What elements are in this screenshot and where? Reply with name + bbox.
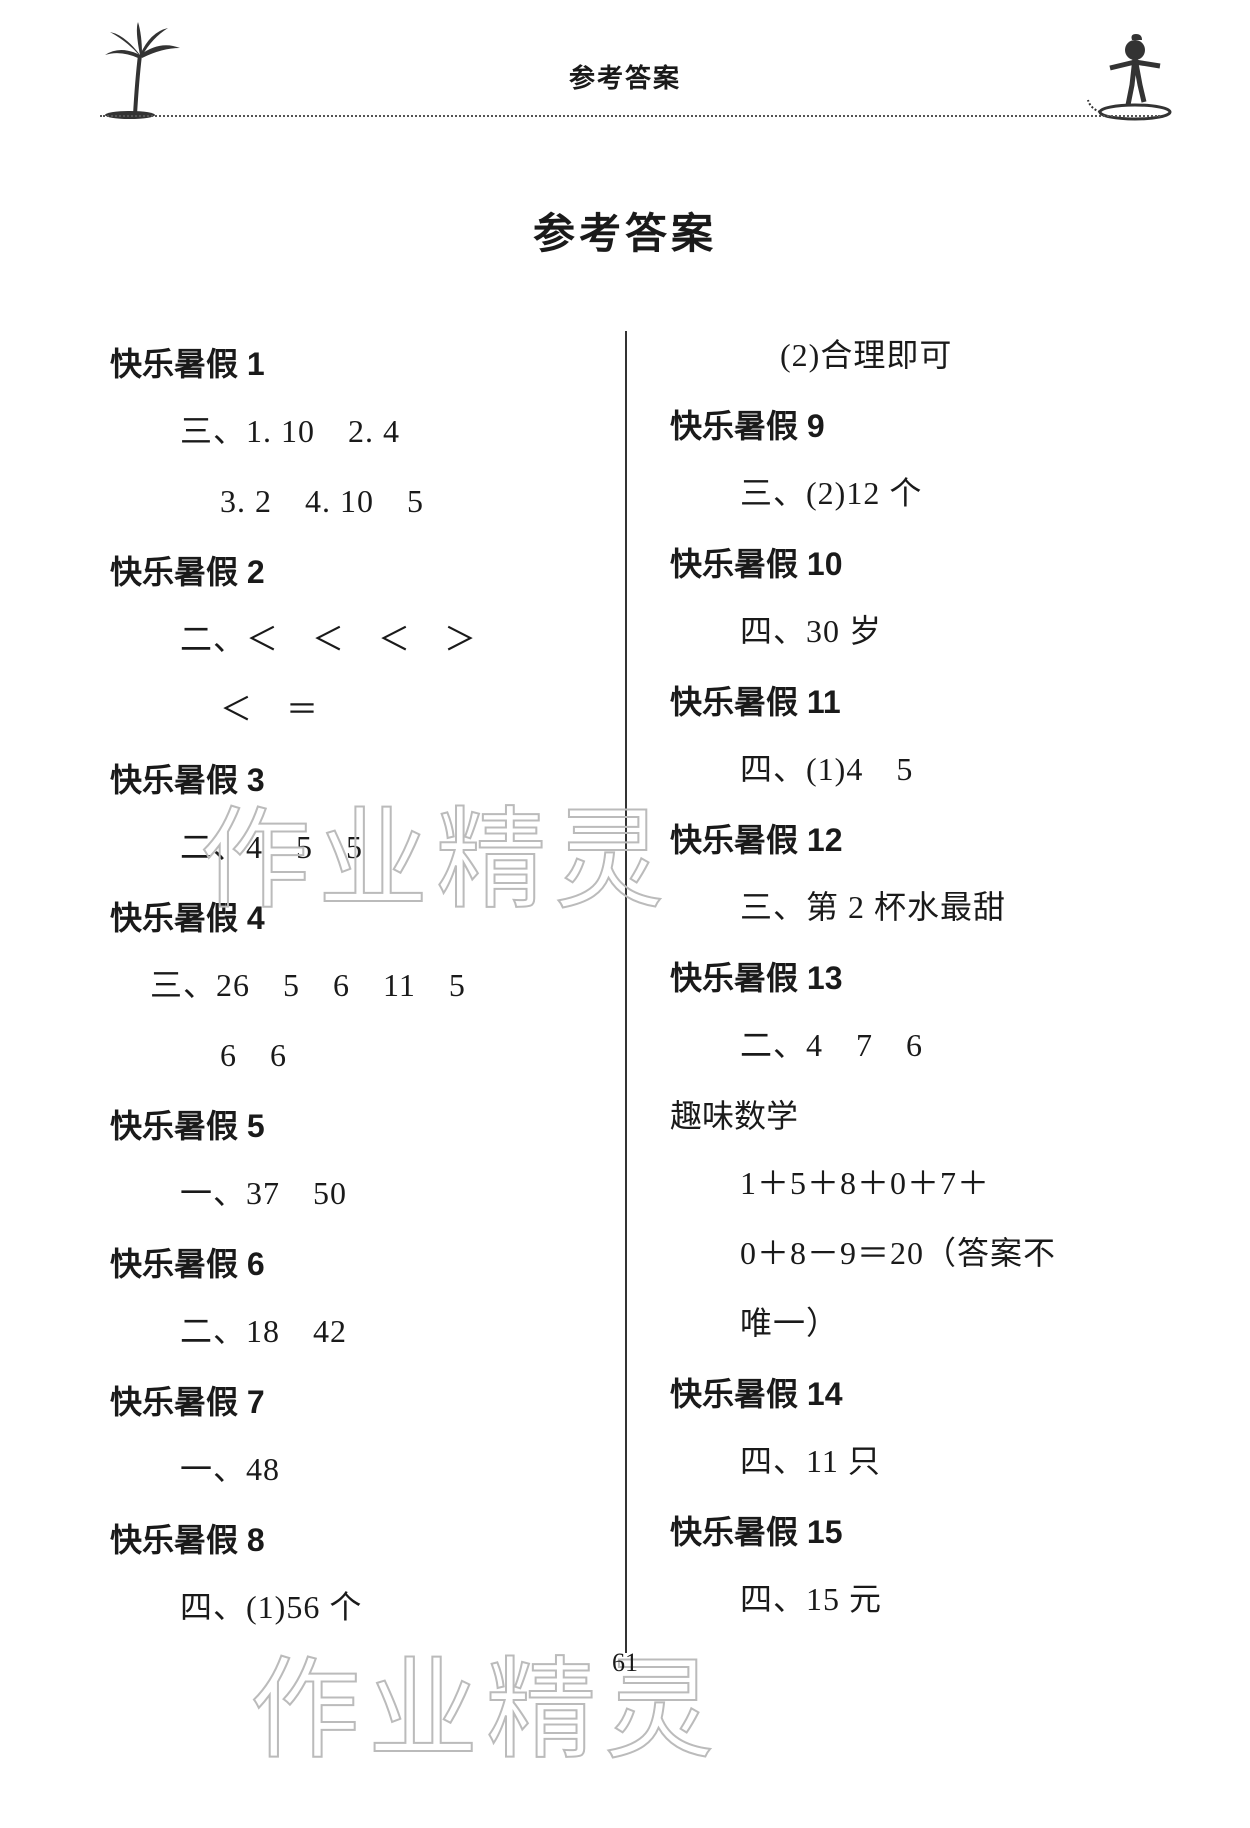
answer-line: 四、15 元 bbox=[740, 1575, 1150, 1623]
section-title: 快乐暑假 3 bbox=[110, 755, 600, 801]
answer-line: 二、4 5 5 bbox=[180, 823, 600, 871]
section-title: 快乐暑假 6 bbox=[110, 1239, 600, 1285]
section-title: 快乐暑假 14 bbox=[670, 1369, 1150, 1415]
section-title: 快乐暑假 12 bbox=[670, 815, 1150, 861]
answer-line: 三、第 2 杯水最甜 bbox=[740, 883, 1150, 931]
answer-line: 二、4 7 6 bbox=[740, 1021, 1150, 1069]
section-title: 快乐暑假 8 bbox=[110, 1515, 600, 1561]
section-title: 快乐暑假 10 bbox=[670, 539, 1150, 585]
section-title: 快乐暑假 9 bbox=[670, 401, 1150, 447]
answer-line: 四、(1)56 个 bbox=[180, 1583, 600, 1631]
left-column: 快乐暑假 1 三、1. 10 2. 4 3. 2 4. 10 5 快乐暑假 2 二、＜ … bbox=[110, 331, 630, 1653]
content-columns: 快乐暑假 1 三、1. 10 2. 4 3. 2 4. 10 5 快乐暑假 2 二、＜ … bbox=[0, 331, 1250, 1653]
answer-line: 四、11 只 bbox=[740, 1437, 1150, 1485]
answer-line: 3. 2 4. 10 5 bbox=[220, 477, 600, 525]
section-title: 快乐暑假 7 bbox=[110, 1377, 600, 1423]
answer-line: 6 6 bbox=[220, 1031, 600, 1079]
answer-line: 一、37 50 bbox=[180, 1169, 600, 1217]
answer-line: 二、18 42 bbox=[180, 1307, 600, 1355]
section-title: 快乐暑假 5 bbox=[110, 1101, 600, 1147]
header-divider bbox=[100, 115, 1160, 117]
answer-line: 三、1. 10 2. 4 bbox=[180, 407, 600, 455]
answer-line: (2)合理即可 bbox=[780, 331, 1150, 379]
answer-line: 二、＜ ＜ ＜ ＞ bbox=[180, 615, 600, 663]
answer-line: 0＋8－9＝20（答案不 bbox=[740, 1229, 1150, 1277]
answer-line: 四、30 岁 bbox=[740, 607, 1150, 655]
answer-line: ＜ ＝ bbox=[220, 685, 600, 733]
section-title: 快乐暑假 15 bbox=[670, 1507, 1150, 1553]
answer-line: 1＋5＋8＋0＋7＋ bbox=[740, 1159, 1150, 1207]
page-header: 参考答案 bbox=[0, 0, 1250, 140]
answer-line: 四、(1)4 5 bbox=[740, 745, 1150, 793]
page-number: 61 bbox=[0, 1648, 1250, 1678]
answer-line: 三、(2)12 个 bbox=[740, 469, 1150, 517]
section-title: 快乐暑假 13 bbox=[670, 953, 1150, 999]
section-title: 趣味数学 bbox=[670, 1091, 1150, 1137]
section-title: 快乐暑假 1 bbox=[110, 339, 600, 385]
main-title: 参考答案 bbox=[0, 200, 1250, 261]
palm-tree-icon bbox=[85, 20, 195, 120]
section-title: 快乐暑假 4 bbox=[110, 893, 600, 939]
section-title: 快乐暑假 11 bbox=[670, 677, 1150, 723]
answer-line: 唯一） bbox=[740, 1299, 1150, 1347]
answer-line: 一、48 bbox=[180, 1445, 600, 1493]
right-column: (2)合理即可快乐暑假 9 三、(2)12 个快乐暑假 10 四、30 岁快乐暑假 … bbox=[630, 331, 1150, 1653]
section-title: 快乐暑假 2 bbox=[110, 547, 600, 593]
answer-line: 三、26 5 6 11 5 bbox=[150, 961, 600, 1009]
column-divider bbox=[625, 331, 627, 1653]
